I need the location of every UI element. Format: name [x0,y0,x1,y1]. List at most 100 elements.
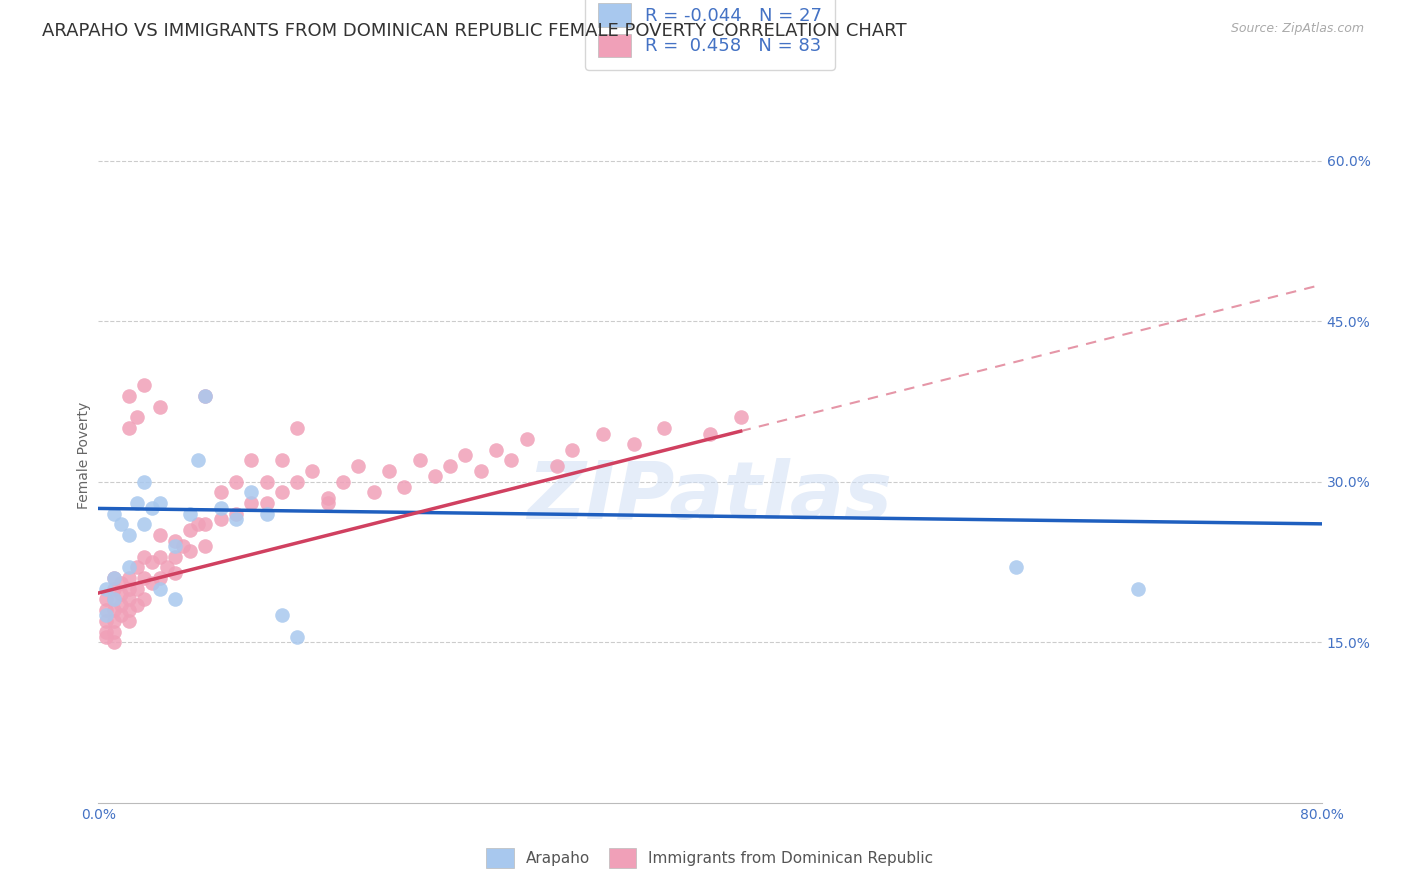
Point [134,475,156,489]
Point [94,630,117,644]
Point [240,496,263,510]
Point [118,582,141,596]
Point [179,544,201,558]
Point [730,410,752,425]
Point [172,539,194,553]
Point [110,608,132,623]
Point [256,507,278,521]
Point [363,485,385,500]
Point [134,378,156,392]
Point [270,453,292,467]
Point [125,598,148,612]
Point [194,517,217,532]
Point [194,539,217,553]
Point [240,453,263,467]
Point [103,614,125,628]
Point [392,480,416,494]
Point [454,448,477,462]
Y-axis label: Female Poverty: Female Poverty [77,401,91,508]
Point [141,555,163,569]
Point [94,608,117,623]
Point [118,560,141,574]
Point [485,442,508,457]
Point [134,549,156,564]
Point [134,571,156,585]
Point [1004,560,1026,574]
Point [423,469,446,483]
Point [516,432,538,446]
Point [316,491,339,505]
Point [225,475,247,489]
Point [118,528,141,542]
Point [285,421,308,435]
Point [301,464,323,478]
Point [110,587,132,601]
Point [194,389,217,403]
Point [94,614,117,628]
Point [125,496,148,510]
Point [163,549,186,564]
Point [103,507,125,521]
Point [149,496,172,510]
Point [378,464,401,478]
Point [94,582,117,596]
Text: ARAPAHO VS IMMIGRANTS FROM DOMINICAN REPUBLIC FEMALE POVERTY CORRELATION CHART: ARAPAHO VS IMMIGRANTS FROM DOMINICAN REP… [42,22,907,40]
Point [163,533,186,548]
Point [134,592,156,607]
Point [194,389,217,403]
Point [501,453,523,467]
Point [149,582,172,596]
Point [110,517,132,532]
Point [94,592,117,607]
Point [316,496,339,510]
Point [270,485,292,500]
Point [118,603,141,617]
Point [546,458,568,473]
Point [118,614,141,628]
Point [285,475,308,489]
Point [110,598,132,612]
Point [439,458,461,473]
Point [125,410,148,425]
Point [103,635,125,649]
Point [118,592,141,607]
Point [163,539,186,553]
Text: Source: ZipAtlas.com: Source: ZipAtlas.com [1230,22,1364,36]
Point [256,496,278,510]
Point [103,624,125,639]
Point [179,507,201,521]
Point [163,592,186,607]
Point [125,582,148,596]
Point [332,475,354,489]
Point [118,421,141,435]
Point [1128,582,1150,596]
Point [103,592,125,607]
Point [149,400,172,414]
Point [209,512,232,526]
Point [94,624,117,639]
Point [285,630,308,644]
Point [652,421,675,435]
Point [149,549,172,564]
Point [187,517,209,532]
Point [149,528,172,542]
Point [187,453,209,467]
Point [209,485,232,500]
Point [240,485,263,500]
Point [225,507,247,521]
Point [163,566,186,580]
Point [699,426,721,441]
Point [118,571,141,585]
Point [141,501,163,516]
Point [347,458,370,473]
Point [94,603,117,617]
Point [470,464,492,478]
Point [118,389,141,403]
Point [149,571,172,585]
Point [103,582,125,596]
Point [270,608,292,623]
Point [561,442,583,457]
Point [110,576,132,591]
Point [103,571,125,585]
Legend: Arapaho, Immigrants from Dominican Republic: Arapaho, Immigrants from Dominican Repub… [479,840,941,875]
